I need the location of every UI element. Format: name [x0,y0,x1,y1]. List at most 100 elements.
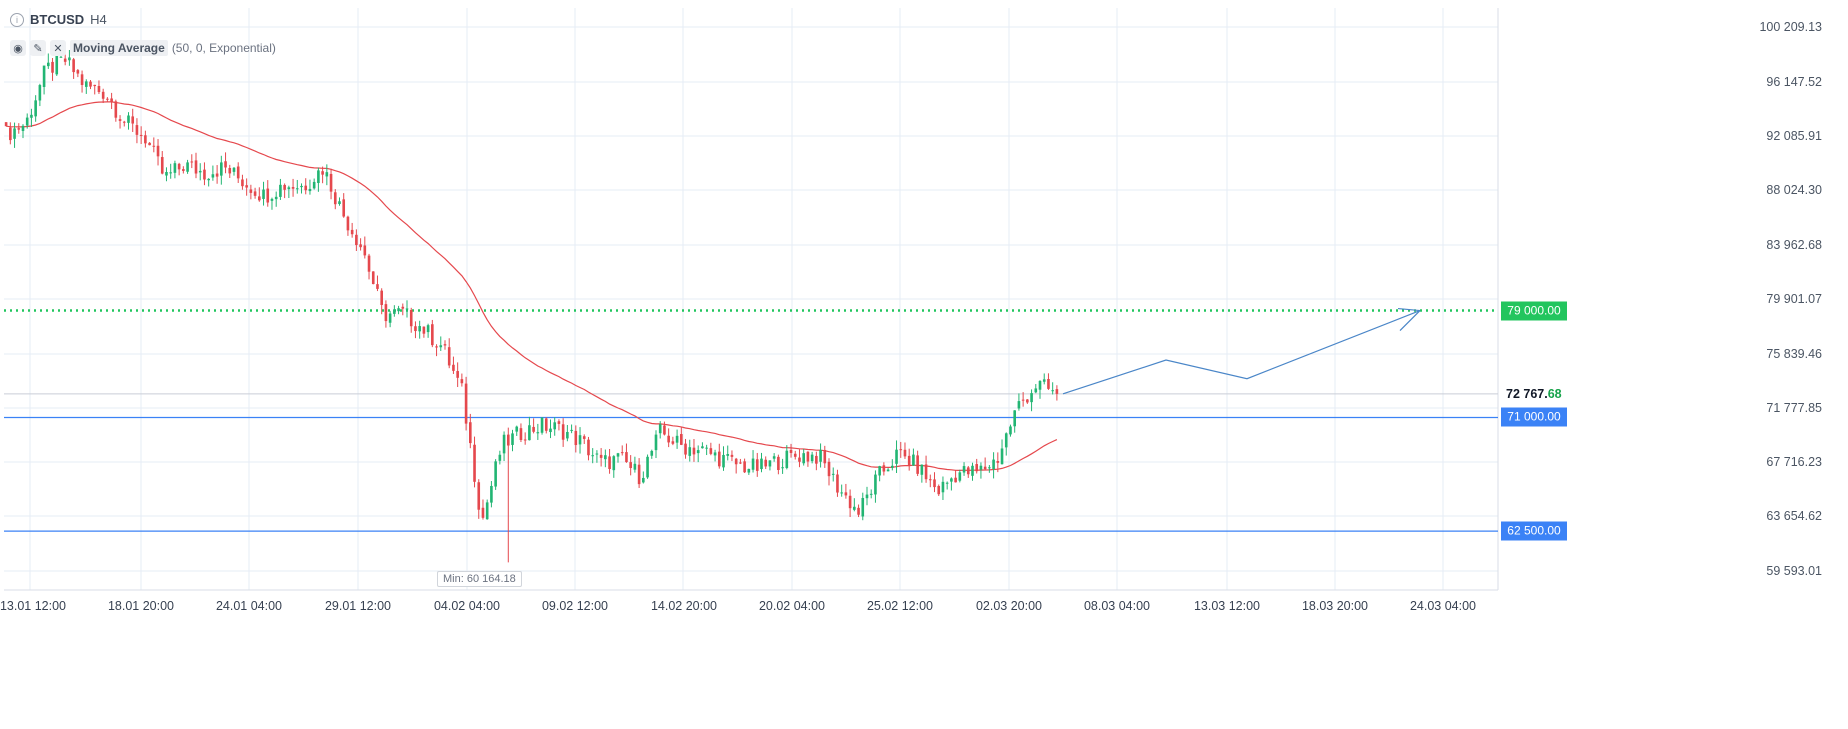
price-tick-label: 71 777.85 [1766,401,1822,415]
candle [359,238,362,251]
candle [528,416,531,441]
candle [325,164,329,186]
candle [300,183,303,194]
price-tick-label: 75 839.46 [1766,347,1822,361]
time-tick-label: 18.03 20:00 [1301,599,1369,613]
candle [30,108,33,127]
wrench-icon[interactable]: ✎ [30,40,46,56]
close-icon[interactable]: ✕ [50,40,66,56]
candle [114,99,118,122]
candle [485,499,489,520]
candle [637,458,641,488]
candle [4,122,8,127]
min-price-label: Min: 60 164.18 [437,571,522,587]
candle [101,88,105,104]
indicator-name: Moving Average [70,40,168,56]
horizontal-levels [4,309,1498,532]
candle [139,126,143,145]
candle [764,456,768,470]
time-tick-label: 25.02 12:00 [866,599,934,613]
candle [663,421,666,436]
candle [89,80,92,90]
candle [920,464,924,483]
candle [215,165,219,184]
candle [620,445,624,456]
candle [958,469,962,483]
time-tick-label: 24.03 04:00 [1409,599,1477,613]
candle [249,184,253,200]
candle [675,429,679,449]
candle [38,83,42,107]
candle [203,162,206,186]
candle [739,458,742,465]
candle [578,427,582,454]
candle [110,92,113,110]
time-tick-label: 29.01 12:00 [324,599,392,613]
timeframe-label[interactable]: H4 [90,12,107,27]
candle [1034,384,1038,394]
candle [165,167,168,182]
candle [469,413,472,449]
candle [156,139,160,166]
eye-icon[interactable]: ◉ [10,40,26,56]
candle [726,445,730,461]
candle [393,305,396,317]
candle [447,338,451,369]
candle [646,454,649,479]
candle [498,450,502,465]
candle [705,444,708,456]
time-tick-label: 18.01 20:00 [107,599,175,613]
candle [734,457,738,474]
candle [772,453,776,462]
candle [490,481,493,508]
candle [532,418,535,434]
candle [333,189,337,210]
candle [616,452,620,463]
candle [63,54,67,66]
price-tick-label: 79 901.07 [1766,292,1822,306]
indicator-params: (50, 0, Exponential) [171,41,276,55]
candle [798,449,801,468]
candle [262,181,265,206]
candle [304,178,308,195]
info-icon[interactable]: i [10,12,24,27]
candle [135,118,139,144]
candle [363,236,367,259]
candle [895,440,898,474]
price-level-tag: 79 000.00 [1501,301,1567,321]
time-tick-label: 24.01 04:00 [215,599,283,613]
candle [612,455,616,478]
candle [144,130,147,148]
candle [169,163,172,179]
candle [553,417,557,436]
candle [1051,382,1054,395]
candle [456,362,459,388]
price-tick-label: 100 209.13 [1759,20,1822,34]
candle [431,319,434,348]
candle [654,430,658,459]
chart-grid [4,8,1499,591]
candle [717,443,721,469]
candle [844,483,848,499]
candle [118,115,122,129]
candle [152,137,156,153]
candle [671,436,675,446]
time-tick-label: 02.03 20:00 [975,599,1043,613]
candle [177,162,181,176]
candle [190,154,194,169]
candle [1009,424,1012,437]
candle [954,470,957,483]
candle [595,450,599,463]
candle [874,470,877,503]
moving-average-line [6,101,1058,472]
candle [220,155,223,185]
candle [435,344,438,357]
candle [236,162,240,183]
candle [831,467,835,482]
candle [194,152,198,179]
candle [148,142,151,146]
candle [878,465,881,482]
candle [785,445,789,470]
candle [1026,399,1029,404]
